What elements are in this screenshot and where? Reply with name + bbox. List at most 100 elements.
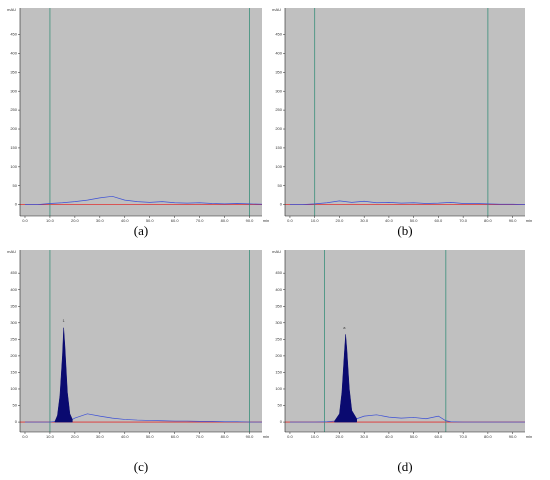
y-tick-label: 100 — [275, 386, 282, 391]
y-axis-label: mAU — [272, 249, 281, 254]
x-tick-label: 50.0 — [410, 218, 419, 223]
x-tick-label: 60.0 — [171, 434, 180, 439]
x-axis-label: min — [526, 434, 532, 439]
y-tick-label: 100 — [10, 386, 17, 391]
y-tick-label: 50 — [278, 183, 283, 188]
y-tick-label: 50 — [13, 403, 18, 408]
y-tick-label: 250 — [275, 107, 282, 112]
y-axis-label: mAU — [7, 249, 16, 254]
x-tick-label: 0.0 — [22, 434, 28, 439]
x-tick-label: 50.0 — [146, 434, 155, 439]
x-tick-label: 10.0 — [46, 434, 55, 439]
x-tick-label: 40.0 — [385, 434, 394, 439]
y-tick-label: 350 — [10, 303, 17, 308]
x-tick-label: 60.0 — [435, 218, 444, 223]
y-axis-label: mAU — [272, 7, 281, 12]
x-tick-label: 40.0 — [385, 218, 394, 223]
y-tick-label: 100 — [275, 164, 282, 169]
y-tick-label: 300 — [10, 320, 17, 325]
y-tick-label: 350 — [275, 303, 282, 308]
x-tick-label: 80.0 — [221, 218, 230, 223]
x-axis-label: min — [526, 218, 532, 223]
y-tick-label: 400 — [10, 50, 17, 55]
y-tick-label: 0 — [280, 202, 283, 207]
x-axis-label: min — [263, 218, 269, 223]
x-axis-label: min — [263, 434, 269, 439]
x-tick-label: 40.0 — [121, 218, 130, 223]
y-tick-label: 300 — [275, 320, 282, 325]
x-tick-label: 10.0 — [46, 218, 55, 223]
y-tick-label: 150 — [10, 145, 17, 150]
x-tick-label: 80.0 — [484, 434, 493, 439]
x-tick-label: 20.0 — [336, 218, 345, 223]
x-tick-label: 60.0 — [435, 434, 444, 439]
x-tick-label: 60.0 — [171, 218, 180, 223]
y-tick-label: 450 — [275, 32, 282, 37]
panel-caption: (c) — [134, 459, 148, 474]
peak-label: a — [343, 325, 346, 330]
y-tick-label: 450 — [275, 270, 282, 275]
signal-line — [24, 195, 263, 206]
x-tick-label: 10.0 — [311, 434, 320, 439]
x-tick-label: 70.0 — [459, 434, 468, 439]
y-tick-label: 300 — [275, 88, 282, 93]
x-tick-label: 0.0 — [287, 218, 293, 223]
x-tick-label: 70.0 — [459, 218, 468, 223]
y-tick-label: 0 — [15, 419, 18, 424]
x-tick-label: 20.0 — [336, 434, 345, 439]
x-tick-label: 30.0 — [360, 434, 369, 439]
plot-area — [285, 250, 525, 432]
x-tick-label: 30.0 — [96, 218, 105, 223]
x-tick-label: 30.0 — [360, 218, 369, 223]
y-tick-label: 250 — [10, 107, 17, 112]
y-tick-label: 0 — [15, 202, 18, 207]
y-tick-label: 150 — [10, 369, 17, 374]
y-tick-label: 400 — [275, 50, 282, 55]
y-tick-label: 100 — [10, 164, 17, 169]
plot-area — [20, 250, 262, 432]
y-tick-label: 200 — [275, 126, 282, 131]
x-tick-label: 90.0 — [246, 434, 255, 439]
x-tick-label: 50.0 — [410, 434, 419, 439]
x-tick-label: 40.0 — [121, 434, 130, 439]
y-tick-label: 200 — [10, 353, 17, 358]
panel-caption: (a) — [134, 223, 148, 238]
x-tick-label: 0.0 — [22, 218, 28, 223]
y-tick-label: 350 — [10, 69, 17, 74]
y-tick-label: 250 — [10, 336, 17, 341]
y-tick-label: 450 — [10, 32, 17, 37]
plot-area — [285, 8, 525, 216]
x-tick-label: 20.0 — [71, 434, 80, 439]
peak-label: 1 — [63, 318, 66, 323]
x-tick-label: 90.0 — [509, 218, 518, 223]
y-tick-label: 200 — [10, 126, 17, 131]
y-tick-label: 150 — [275, 145, 282, 150]
y-tick-label: 250 — [275, 336, 282, 341]
signal-line — [289, 200, 526, 206]
x-tick-label: 10.0 — [311, 218, 320, 223]
plot-area — [20, 8, 262, 216]
x-tick-label: 30.0 — [96, 434, 105, 439]
y-tick-label: 400 — [10, 287, 17, 292]
y-tick-label: 0 — [280, 419, 283, 424]
x-tick-label: 80.0 — [221, 434, 230, 439]
y-tick-label: 450 — [10, 270, 17, 275]
peak-area — [334, 334, 358, 423]
y-tick-label: 200 — [275, 353, 282, 358]
x-tick-label: 90.0 — [246, 218, 255, 223]
x-tick-label: 80.0 — [484, 218, 493, 223]
y-tick-label: 150 — [275, 369, 282, 374]
x-tick-label: 20.0 — [71, 218, 80, 223]
x-tick-label: 70.0 — [196, 218, 205, 223]
peak-area — [54, 327, 73, 423]
y-tick-label: 400 — [275, 287, 282, 292]
y-tick-label: 350 — [275, 69, 282, 74]
signal-line — [289, 414, 525, 423]
y-tick-label: 50 — [13, 183, 18, 188]
y-tick-label: 50 — [278, 403, 283, 408]
x-tick-label: 90.0 — [509, 434, 518, 439]
x-tick-label: 50.0 — [146, 218, 155, 223]
x-tick-label: 70.0 — [196, 434, 205, 439]
y-axis-label: mAU — [7, 7, 16, 12]
